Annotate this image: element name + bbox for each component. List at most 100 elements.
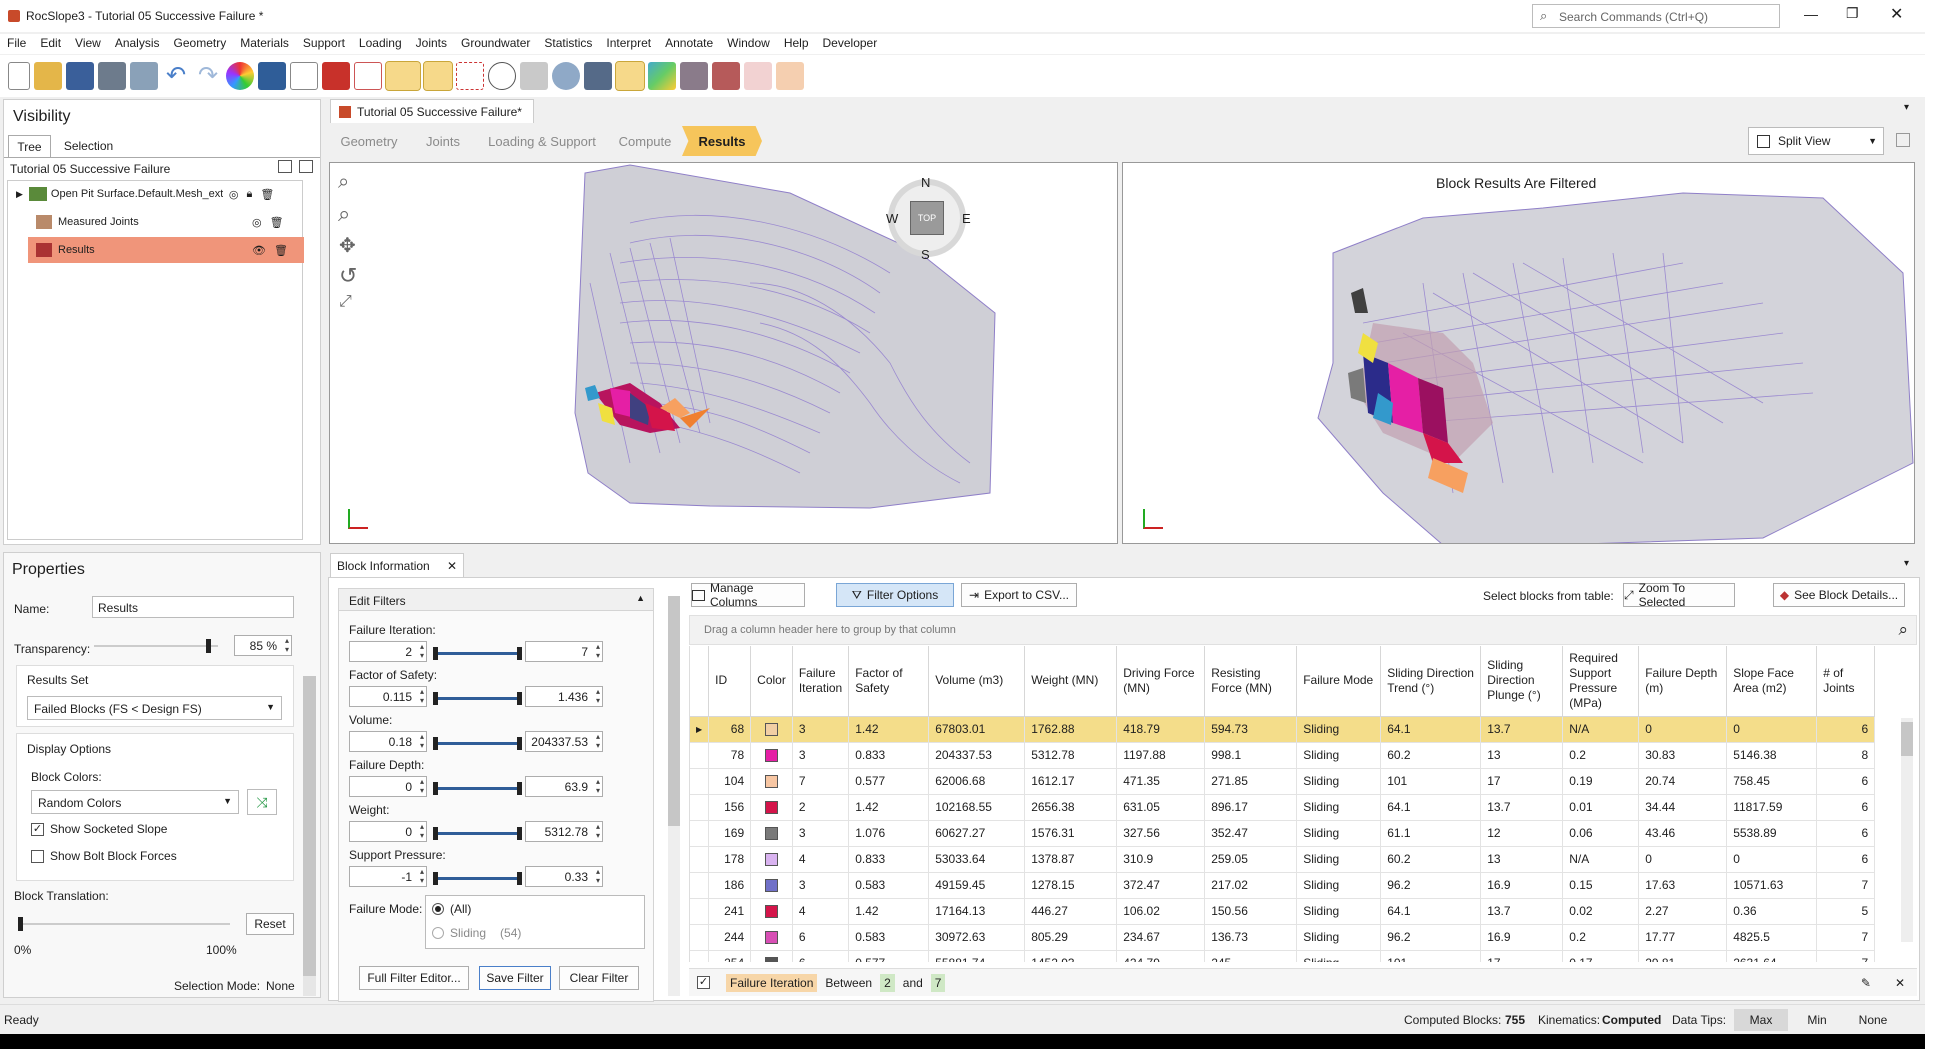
search-icon[interactable]: ⌕ bbox=[1898, 620, 1908, 639]
box-select-icon[interactable] bbox=[385, 61, 421, 91]
surface-view-icon[interactable] bbox=[712, 62, 740, 90]
menu-groundwater[interactable]: Groundwater bbox=[461, 36, 531, 50]
lasso-icon[interactable] bbox=[488, 62, 516, 90]
results-view-icon[interactable] bbox=[615, 61, 645, 91]
radio-selected-icon[interactable] bbox=[432, 903, 444, 915]
menu-joints[interactable]: Joints bbox=[415, 36, 447, 50]
viewport-right[interactable]: Block Results Are Filtered bbox=[1122, 162, 1915, 544]
filter-enabled-checkbox[interactable]: ✓ bbox=[697, 976, 710, 989]
column-header[interactable]: Slope Face Area (m2) bbox=[1726, 646, 1818, 717]
zoom-extents-icon[interactable]: ⤢ bbox=[339, 293, 352, 310]
column-header[interactable]: Sliding Direction Trend (°) bbox=[1380, 646, 1482, 717]
close-filter-icon[interactable]: ✕ bbox=[1894, 975, 1905, 990]
column-header[interactable]: Failure Iteration bbox=[792, 646, 850, 717]
view-options-icon[interactable] bbox=[552, 62, 580, 90]
table-row[interactable]: 241 4 1.42 17164.13 446.27 106.02 150.56 Slidin… bbox=[690, 898, 1876, 925]
plane-icon[interactable] bbox=[520, 62, 548, 90]
filter-options-button[interactable]: ⛛ Filter Options bbox=[836, 583, 954, 607]
menu-help[interactable]: Help bbox=[783, 36, 809, 50]
table-scrollbar[interactable] bbox=[1901, 718, 1913, 942]
lock-select-icon[interactable] bbox=[423, 61, 453, 91]
column-header[interactable]: # of Joints bbox=[1816, 646, 1876, 717]
filters-scrollbar[interactable] bbox=[668, 596, 680, 996]
transparency-spinbox[interactable]: 85 % bbox=[234, 635, 292, 656]
filter-max-spinbox[interactable]: 63.9 bbox=[525, 776, 603, 797]
workflow-loading-support[interactable]: Loading & Support bbox=[476, 126, 608, 156]
table-row[interactable]: 244 6 0.583 30972.63 805.29 234.67 136.73 Slidi… bbox=[690, 924, 1876, 951]
column-header[interactable]: Factor of Safety bbox=[848, 646, 930, 717]
menu-view[interactable]: View bbox=[75, 36, 101, 50]
menu-geometry[interactable]: Geometry bbox=[173, 36, 227, 50]
reset-button[interactable]: Reset bbox=[246, 913, 294, 935]
failure-mode-sliding-radio[interactable]: Sliding (54) bbox=[432, 926, 521, 940]
expand-all-icon[interactable] bbox=[278, 160, 292, 173]
filter-max-spinbox[interactable]: 204337.53 bbox=[525, 731, 603, 752]
filter-max-spinbox[interactable]: 7 bbox=[525, 641, 603, 662]
export-csv-button[interactable]: ⇥ Export to CSV... bbox=[961, 583, 1077, 607]
collapse-all-icon[interactable] bbox=[299, 160, 313, 173]
save-filter-button[interactable]: Save Filter bbox=[479, 966, 551, 990]
column-header[interactable]: Failure Mode bbox=[1296, 646, 1382, 717]
table-row[interactable]: 186 3 0.583 49159.45 1278.15 372.47 217.02 Slid… bbox=[690, 872, 1876, 899]
row-indicator[interactable] bbox=[690, 742, 710, 769]
view-cube[interactable]: TOP bbox=[888, 179, 966, 257]
column-header[interactable]: Weight (MN) bbox=[1024, 646, 1118, 717]
menu-materials[interactable]: Materials bbox=[240, 36, 289, 50]
chevron-right-icon[interactable]: ▶ bbox=[16, 188, 23, 199]
radio-unselected-icon[interactable] bbox=[432, 927, 444, 939]
row-indicator[interactable] bbox=[690, 898, 710, 925]
zoom-to-selected-button[interactable]: ⤢ Zoom To Selected bbox=[1623, 581, 1735, 609]
show-bolt-checkbox[interactable]: Show Bolt Block Forces bbox=[31, 849, 177, 863]
view-cube-top-face[interactable]: TOP bbox=[910, 201, 944, 235]
menu-loading[interactable]: Loading bbox=[358, 36, 402, 50]
viewport-left[interactable]: ⌕ ⌕ ✥ ↺ ⤢ TOP N S W E bbox=[329, 162, 1118, 544]
filter-range-min-thumb[interactable] bbox=[433, 782, 438, 795]
delete-icon[interactable]: 🗑︎ bbox=[273, 244, 288, 257]
row-indicator[interactable] bbox=[690, 950, 710, 962]
wireframe-block-icon[interactable] bbox=[354, 62, 382, 90]
panel-menu-icon[interactable]: ▾ bbox=[1904, 558, 1910, 569]
filter-max-spinbox[interactable]: 5312.78 bbox=[525, 821, 603, 842]
table-row[interactable]: 156 2 1.42 102168.55 2656.38 631.05 896.17 Slid… bbox=[690, 794, 1876, 821]
checkbox-checked-icon[interactable]: ✓ bbox=[31, 822, 44, 836]
eye-icon[interactable]: 👁︎ bbox=[252, 244, 266, 257]
split-view-dropdown[interactable]: Split View ▼ bbox=[1748, 127, 1884, 155]
lock-icon[interactable]: 🔒︎ bbox=[246, 187, 253, 200]
menu-edit[interactable]: Edit bbox=[40, 36, 62, 50]
checkbox-unchecked-icon[interactable] bbox=[31, 849, 44, 863]
row-indicator[interactable] bbox=[690, 924, 710, 951]
pointer-icon[interactable] bbox=[290, 62, 318, 90]
hide-icon[interactable] bbox=[744, 62, 772, 90]
filter-range-slider[interactable] bbox=[433, 692, 522, 705]
rotate-icon[interactable]: ↺ bbox=[339, 263, 358, 288]
data-tips-min-button[interactable]: Min bbox=[1790, 1009, 1844, 1031]
visibility-hidden-icon[interactable]: ◎ bbox=[228, 188, 239, 201]
print-icon[interactable] bbox=[98, 62, 126, 90]
column-header[interactable]: ID bbox=[708, 646, 752, 717]
column-header[interactable]: Color bbox=[750, 646, 793, 717]
row-indicator[interactable] bbox=[690, 872, 710, 899]
delete-icon[interactable]: 🗑︎ bbox=[260, 188, 275, 201]
filter-min-spinbox[interactable]: -1 bbox=[349, 866, 427, 887]
name-input[interactable]: Results bbox=[92, 596, 294, 618]
pin-icon[interactable] bbox=[776, 62, 804, 90]
results-set-dropdown[interactable]: Failed Blocks (FS < Design FS) ▼ bbox=[27, 696, 282, 720]
filter-min-spinbox[interactable]: 2 bbox=[349, 641, 427, 662]
filter-range-slider[interactable] bbox=[433, 737, 522, 750]
filter-min-spinbox[interactable]: 0 bbox=[349, 821, 427, 842]
table-row[interactable]: 178 4 0.833 53033.64 1378.87 310.9 259.05 Slidi… bbox=[690, 846, 1876, 873]
redo-icon[interactable]: ↷ bbox=[197, 62, 219, 89]
filter-range-min-thumb[interactable] bbox=[433, 647, 438, 660]
failure-mode-all-radio[interactable]: (All) bbox=[432, 902, 471, 916]
properties-scroll-thumb[interactable] bbox=[303, 676, 316, 976]
block-view-icon[interactable] bbox=[680, 62, 708, 90]
contour-view-icon[interactable] bbox=[648, 62, 676, 90]
menu-interpret[interactable]: Interpret bbox=[606, 36, 652, 50]
filter-range-min-thumb[interactable] bbox=[433, 827, 438, 840]
block-translation-slider[interactable] bbox=[18, 917, 230, 931]
close-icon[interactable]: ✕ bbox=[446, 558, 457, 573]
table-row[interactable]: 254 60.57755881.741452.93424.79245Sliding… bbox=[690, 950, 1876, 962]
report-icon[interactable] bbox=[130, 62, 158, 90]
filter-range-min-thumb[interactable] bbox=[433, 737, 438, 750]
filters-scroll-thumb[interactable] bbox=[668, 596, 680, 826]
